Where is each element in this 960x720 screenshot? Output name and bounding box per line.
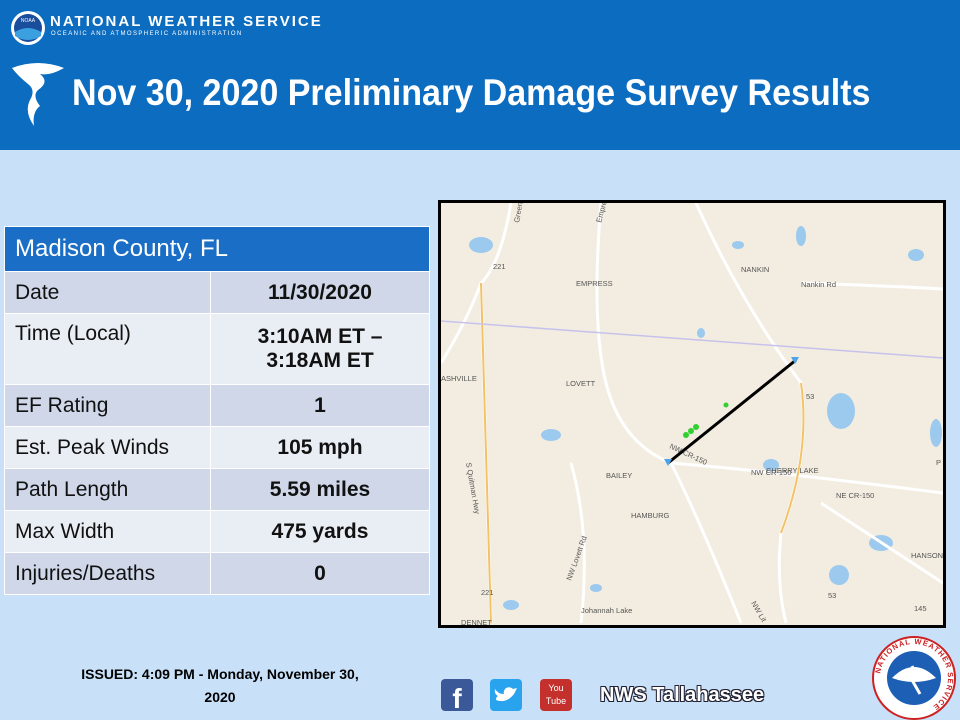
map-label: 221 xyxy=(481,588,494,597)
survey-table: Madison County, FL Date 11/30/2020 Time (Lo… xyxy=(4,226,430,595)
map-label: 145 xyxy=(914,604,927,613)
row-label: Path Length xyxy=(4,468,211,511)
map-label: Johannah Lake xyxy=(581,606,632,615)
table-title: Madison County, FL xyxy=(4,226,430,272)
table-row: Max Width 475 yards xyxy=(4,510,430,553)
map-label: HAMBURG xyxy=(631,511,670,520)
row-label: Time (Local) xyxy=(4,313,211,385)
value-line: 0 xyxy=(314,561,326,585)
map-label: NE CR-150 xyxy=(836,491,874,500)
noaa-logo: NOAA xyxy=(11,11,45,45)
map-label: NW Lit xyxy=(749,600,769,625)
tornado-icon xyxy=(12,63,64,126)
map-label: DENNET xyxy=(461,618,492,625)
map-label: Empress xyxy=(594,203,610,224)
row-label: Max Width xyxy=(4,510,211,553)
facebook-icon[interactable] xyxy=(441,679,473,711)
value-line: 11/30/2020 xyxy=(268,280,372,304)
map-label: CHERRY LAKE xyxy=(766,466,819,475)
row-value: 0 xyxy=(210,552,430,595)
youtube-text: Tube xyxy=(546,696,566,706)
row-value: 11/30/2020 xyxy=(210,271,430,314)
map-label: Greenville xyxy=(512,203,527,223)
table-row: Injuries/Deaths 0 xyxy=(4,552,430,595)
row-value: 475 yards xyxy=(210,510,430,553)
map-label: BAILEY xyxy=(606,471,632,480)
youtube-text: You xyxy=(548,683,563,693)
map-label: Nankin Rd xyxy=(801,280,836,289)
value-line: 3:18AM ET xyxy=(266,349,374,372)
youtube-icon[interactable] xyxy=(540,679,572,711)
issued-line: ISSUED: 4:09 PM - Monday, November 30, xyxy=(81,666,359,682)
office: NWS Tallahassee xyxy=(600,684,765,706)
agency-sub: OCEANIC AND ATMOSPHERIC ADMINISTRATION xyxy=(51,31,243,37)
title: Nov 30, 2020 Preliminary Damage Survey R… xyxy=(72,72,871,113)
facebook-glyph: f xyxy=(452,683,462,712)
table-row: EF Rating 1 xyxy=(4,384,430,427)
row-value: 5.59 miles xyxy=(210,468,430,511)
value-line: 3:10AM ET – xyxy=(257,325,383,348)
table-row: Path Length 5.59 miles xyxy=(4,468,430,511)
value-line: 105 mph xyxy=(277,435,363,459)
map-label: P xyxy=(936,458,941,467)
row-label: EF Rating xyxy=(4,384,211,427)
map-label: 53 xyxy=(806,392,814,401)
row-label: Injuries/Deaths xyxy=(4,552,211,595)
map-label: S Quitman Hwy xyxy=(464,462,482,515)
value-line: 475 yards xyxy=(271,519,369,543)
row-value: 105 mph xyxy=(210,426,430,469)
row-label: Date xyxy=(4,271,211,314)
map: Greenville Empress 221 EMPRESS NANKIN Nankin … xyxy=(438,200,946,628)
row-value: 1 xyxy=(210,384,430,427)
table-row: Time (Local) 3:10AM ET –3:18AM ET xyxy=(4,313,430,385)
row-value: 3:10AM ET –3:18AM ET xyxy=(210,313,430,385)
table-row: Date 11/30/2020 xyxy=(4,271,430,314)
map-label: NANKIN xyxy=(741,265,769,274)
row-label: Est. Peak Winds xyxy=(4,426,211,469)
table-row: Est. Peak Winds 105 mph xyxy=(4,426,430,469)
header: NOAA NATIONAL WEATHER SERVICE OCEANIC AN… xyxy=(0,0,960,150)
map-label: 221 xyxy=(493,262,506,271)
map-label: LOVETT xyxy=(566,379,596,388)
value-line: 5.59 miles xyxy=(269,477,371,501)
map-svg: Greenville Empress 221 EMPRESS NANKIN Nankin … xyxy=(441,203,943,625)
map-label: ASHVILLE xyxy=(441,374,477,383)
map-label: HANSON xyxy=(911,551,943,560)
map-label: 53 xyxy=(828,591,836,600)
issued-line: 2020 xyxy=(204,689,236,705)
social-icons: f You Tube xyxy=(441,679,572,712)
noaa-badge: NOAA xyxy=(21,18,36,24)
value-line: 1 xyxy=(314,393,326,417)
issued: ISSUED: 4:09 PM - Monday, November 30, 20… xyxy=(30,663,410,709)
agency: NATIONAL WEATHER SERVICE xyxy=(50,13,323,30)
map-label: NW CR-150 xyxy=(751,468,791,477)
map-label: EMPRESS xyxy=(576,279,613,288)
nws-logo: NATIONAL WEATHER SERVICE xyxy=(872,636,956,720)
